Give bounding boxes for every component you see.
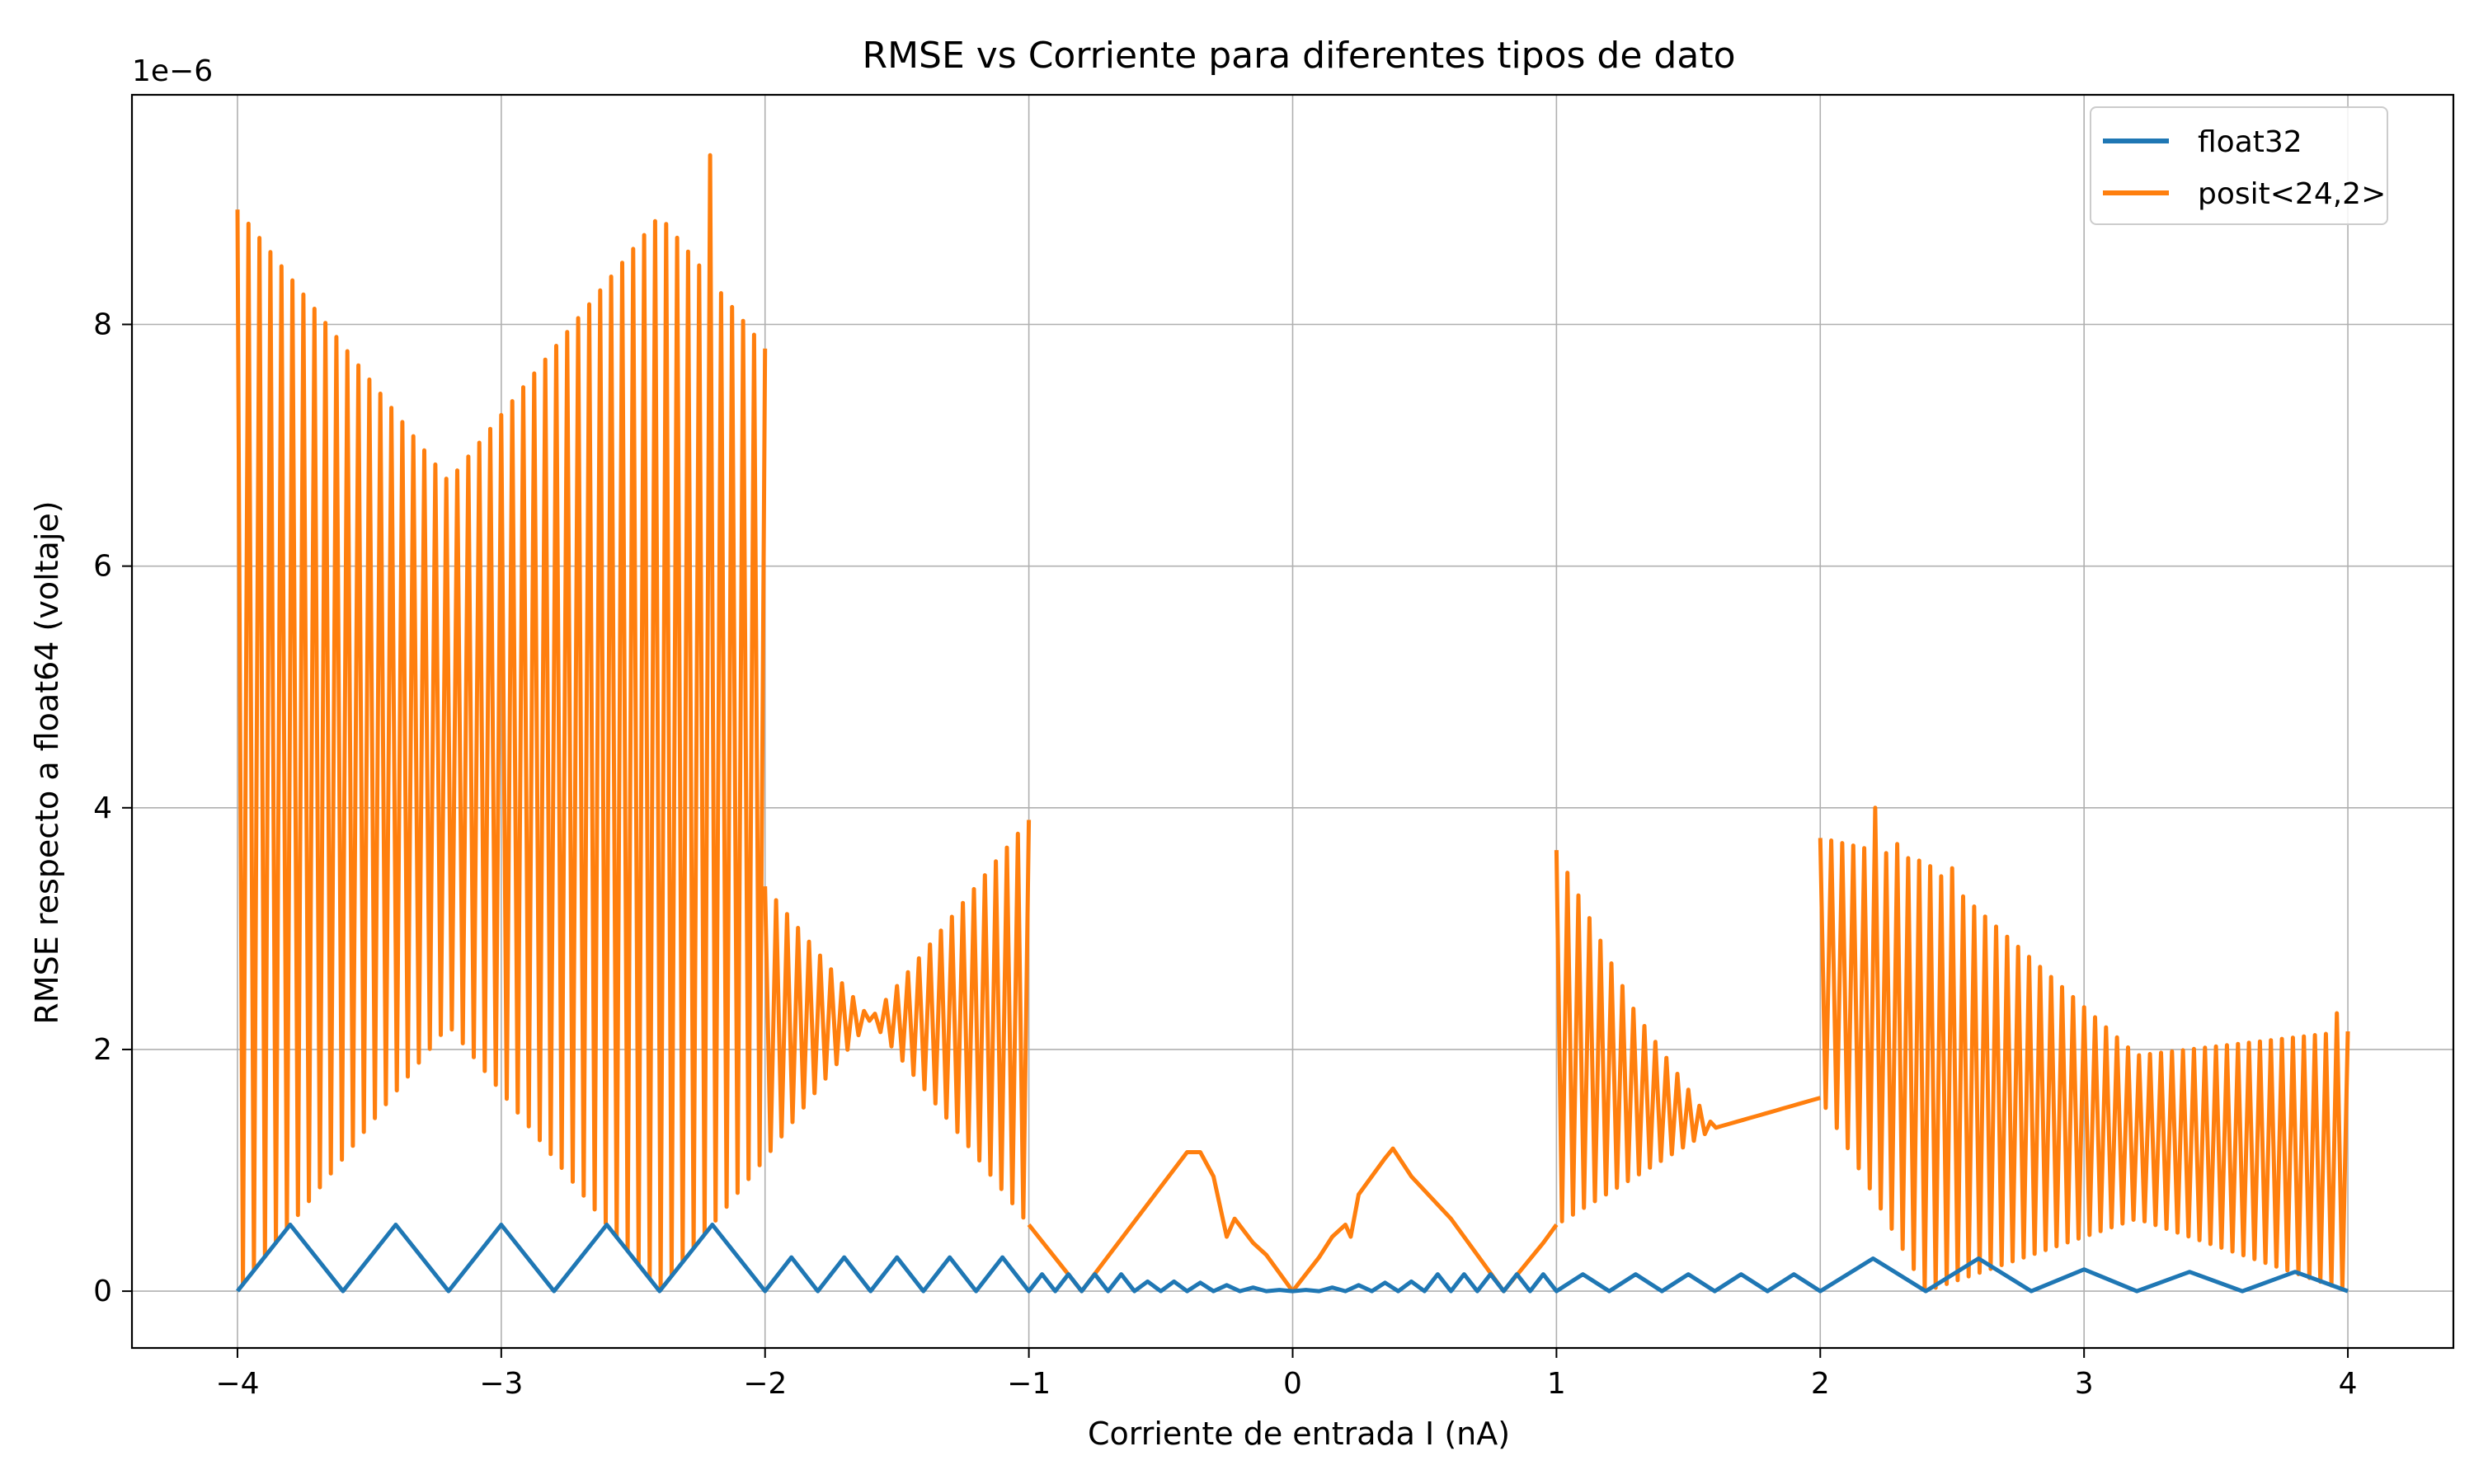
x-tick-label: 1 — [1547, 1367, 1566, 1401]
x-tick-label: 4 — [2339, 1367, 2358, 1401]
legend-label-float32: float32 — [2198, 125, 2302, 159]
series-line-posit-segment-4 — [1818, 805, 2350, 1292]
chart-title: RMSE vs Corriente para diferentes tipos … — [863, 35, 1736, 77]
plot-area — [235, 153, 2350, 1294]
x-tick-label: 0 — [1283, 1367, 1302, 1401]
series-line-posit-segment-1 — [763, 819, 1032, 1220]
x-tick-label: −1 — [1007, 1367, 1051, 1401]
series-line-posit-segment-3 — [1554, 850, 1821, 1223]
series-line-posit-segment-2 — [1027, 1146, 1559, 1294]
series-line-posit-segment-0 — [235, 153, 768, 1292]
y-tick-label: 0 — [93, 1275, 112, 1308]
x-axis-label: Corriente de entrada I (nA) — [1088, 1416, 1510, 1452]
series-layer — [235, 153, 2350, 1294]
series-line-float32 — [236, 1223, 2349, 1294]
y-tick-label: 8 — [93, 308, 112, 341]
y-tick-label: 4 — [93, 791, 112, 825]
ticks: −4 −3 −2 −1 0 1 2 3 4 0 2 4 6 8 — [93, 308, 2357, 1401]
y-tick-label: 6 — [93, 550, 112, 584]
x-tick-label: −2 — [743, 1367, 787, 1401]
x-tick-label: 2 — [1811, 1367, 1830, 1401]
y-tick-label: 2 — [93, 1033, 112, 1067]
x-tick-label: −4 — [215, 1367, 259, 1401]
y-axis-label: RMSE respecto a float64 (voltaje) — [29, 500, 65, 1024]
legend-label-posit: posit<24,2> — [2198, 177, 2386, 211]
x-tick-label: −3 — [479, 1367, 523, 1401]
y-axis-offset-label: 1e−6 — [132, 54, 213, 88]
legend: float32 posit<24,2> — [2090, 106, 2388, 225]
x-tick-label: 3 — [2075, 1367, 2094, 1401]
